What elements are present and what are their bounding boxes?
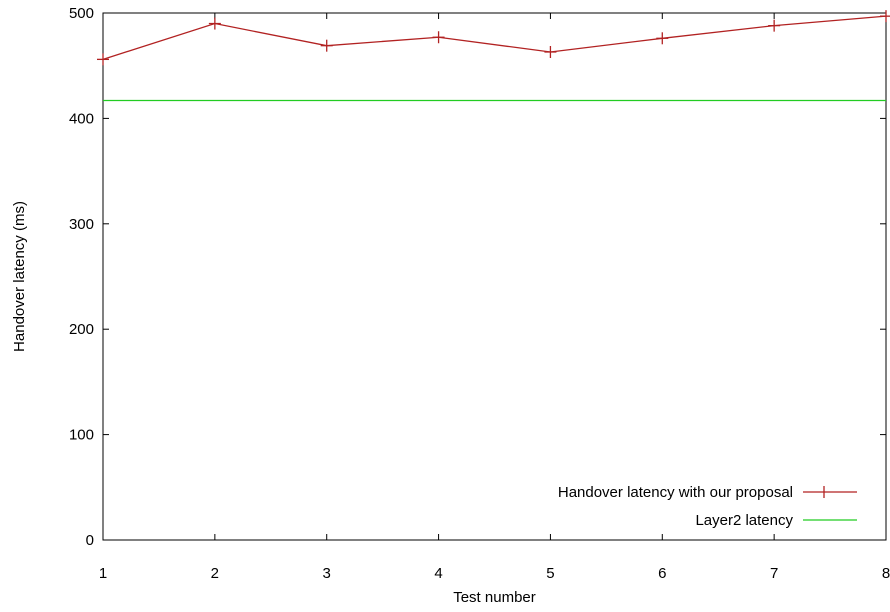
x-tick-label: 8: [882, 565, 890, 582]
x-tick-label: 3: [323, 565, 331, 582]
y-tick-label: 400: [69, 110, 94, 127]
y-tick-label: 500: [69, 5, 94, 22]
x-tick-label: 1: [99, 565, 107, 582]
data-point-marker: [544, 45, 557, 58]
data-point-marker: [768, 19, 781, 32]
series-line-0: [102, 15, 887, 60]
y-tick-label: 0: [86, 532, 94, 549]
plot-area-frame: [102, 12, 887, 541]
y-axis-title: Handover latency (ms): [11, 201, 28, 352]
x-tick-label: 7: [770, 565, 778, 582]
x-tick-label: 6: [658, 565, 666, 582]
data-point-marker: [432, 31, 445, 44]
x-tick-label: 2: [211, 565, 219, 582]
x-axis-ticks: 1 2 3 4 5 6 7 8: [99, 13, 890, 582]
x-axis-title: Test number: [453, 589, 536, 606]
data-point-marker: [656, 32, 669, 45]
data-point-marker: [880, 10, 890, 23]
y-axis-ticks: 0 100 200 300 400 500: [69, 5, 886, 549]
legend-label-handover-latency: Handover latency with our proposal: [558, 484, 793, 501]
data-point-marker: [320, 39, 333, 52]
data-point-marker: [97, 53, 109, 66]
data-point-marker: [208, 17, 221, 30]
y-tick-label: 300: [69, 216, 94, 233]
x-tick-label: 4: [434, 565, 442, 582]
y-tick-label: 100: [69, 427, 94, 444]
legend-label-layer2-latency: Layer2 latency: [695, 512, 793, 529]
x-tick-label: 5: [546, 565, 554, 582]
y-tick-label: 200: [69, 321, 94, 338]
legend: Handover latency with our proposal Layer…: [558, 484, 857, 529]
series-lines: [97, 10, 890, 102]
